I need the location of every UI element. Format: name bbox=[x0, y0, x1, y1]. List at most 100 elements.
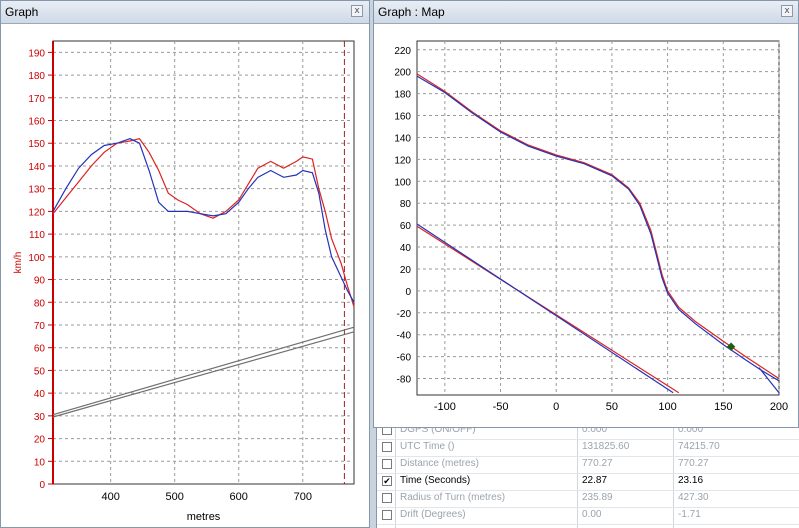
y-tick-label: 0 bbox=[405, 287, 411, 298]
x-tick-label: 200 bbox=[770, 401, 788, 413]
parameter-row[interactable]: DGPS (ON/OFF) 0.000 0.000 bbox=[377, 428, 799, 440]
column-divider bbox=[673, 428, 674, 528]
parameter-value-1: 22.87 bbox=[582, 475, 608, 486]
parameter-row[interactable]: Distance (metres) 770.27 770.27 bbox=[377, 456, 799, 474]
y-tick-label: 180 bbox=[28, 71, 45, 82]
parameter-value-1: 0.00 bbox=[582, 509, 602, 520]
y-tick-label: -60 bbox=[397, 353, 412, 364]
y-tick-label: 60 bbox=[400, 221, 412, 232]
parameter-row[interactable]: UTC Time () 131825.60 74215.70 bbox=[377, 439, 799, 457]
parameter-name: DGPS (ON/OFF) bbox=[400, 428, 476, 435]
y-tick-label: 100 bbox=[28, 253, 45, 264]
y-tick-label: 140 bbox=[28, 162, 45, 173]
parameter-name: Distance (metres) bbox=[400, 458, 479, 469]
y-tick-label: 30 bbox=[34, 412, 46, 423]
close-icon[interactable]: x bbox=[781, 5, 793, 17]
y-tick-label: 220 bbox=[394, 46, 411, 57]
map-chart[interactable]: -100 -50 0 50 100 150 200 220 200 180 160 140 120 100… bbox=[374, 23, 798, 427]
parameter-value-2: -1.71 bbox=[678, 509, 701, 520]
parameter-value-1: 770.27 bbox=[582, 458, 613, 469]
graph-window: Graph x 400 500 600 700 0 10 20 30 40 50 60 70 80 90 1… bbox=[0, 0, 370, 528]
graph-window-titlebar[interactable]: Graph x bbox=[1, 1, 369, 24]
y-tick-label: 150 bbox=[28, 139, 45, 150]
y-tick-label: 120 bbox=[28, 207, 45, 218]
parameter-name: Drift (Degrees) bbox=[400, 509, 466, 520]
x-tick-label: -50 bbox=[493, 401, 509, 413]
plot-area bbox=[416, 40, 780, 396]
y-tick-label: 20 bbox=[400, 265, 412, 276]
track-line-blue-1 bbox=[416, 75, 780, 382]
parameter-name: Time (Seconds) bbox=[400, 475, 471, 486]
close-icon[interactable]: x bbox=[351, 5, 363, 17]
column-divider bbox=[395, 428, 396, 528]
y-tick-label: 80 bbox=[400, 199, 412, 210]
parameter-value-2: 0.000 bbox=[678, 428, 704, 435]
track-line-red-2 bbox=[416, 225, 680, 394]
parameter-value-2: 23.16 bbox=[678, 475, 704, 486]
graph-window-title: Graph bbox=[5, 5, 39, 19]
parameter-checkbox[interactable] bbox=[382, 428, 392, 435]
x-tick-label: 50 bbox=[606, 401, 618, 413]
x-tick-label: 700 bbox=[294, 491, 312, 503]
y-tick-label: 170 bbox=[28, 94, 45, 105]
track-line-blue-4 bbox=[758, 367, 780, 394]
y-tick-label: 160 bbox=[394, 112, 411, 123]
y-tick-label: 100 bbox=[394, 177, 411, 188]
speed-chart[interactable]: 400 500 600 700 0 10 20 30 40 50 60 70 80 90 100 110 120… bbox=[1, 23, 369, 527]
x-tick-label: 100 bbox=[658, 401, 676, 413]
parameter-row[interactable]: ✔ Time (Seconds) 22.87 23.16 bbox=[377, 473, 799, 491]
parameter-value-1: 0.000 bbox=[582, 428, 608, 435]
map-window-title: Graph : Map bbox=[378, 5, 445, 19]
y-tick-label: 40 bbox=[400, 243, 412, 254]
parameter-value-2: 770.27 bbox=[678, 458, 709, 469]
y-tick-label: -20 bbox=[397, 309, 412, 320]
parameter-value-2: 74215.70 bbox=[678, 441, 720, 452]
y-axis-label: km/h bbox=[13, 252, 24, 274]
parameter-value-1: 235.89 bbox=[582, 492, 613, 503]
parameter-checkbox[interactable] bbox=[382, 510, 392, 520]
parameter-checkbox[interactable] bbox=[382, 442, 392, 452]
parameter-row[interactable]: Drift (Degrees) 0.00 -1.71 bbox=[377, 507, 799, 525]
y-tick-label: 180 bbox=[394, 90, 411, 101]
series-line-blue-1 bbox=[52, 138, 355, 303]
y-tick-label: 140 bbox=[394, 133, 411, 144]
parameter-table: DGPS (ON/OFF) 0.000 0.000 UTC Time () 131825… bbox=[376, 428, 799, 528]
y-tick-label: 200 bbox=[394, 68, 411, 79]
y-tick-label: -40 bbox=[397, 331, 412, 342]
y-tick-label: 60 bbox=[34, 344, 46, 355]
parameter-checkbox[interactable] bbox=[382, 493, 392, 503]
x-tick-label: 150 bbox=[714, 401, 732, 413]
track-line-blue-3 bbox=[416, 223, 674, 394]
x-axis-label: metres bbox=[187, 511, 221, 523]
parameter-name: UTC Time () bbox=[400, 441, 455, 452]
y-tick-label: 120 bbox=[394, 155, 411, 166]
parameter-checkbox[interactable] bbox=[382, 459, 392, 469]
y-tick-label: 130 bbox=[28, 185, 45, 196]
y-tick-label: 40 bbox=[34, 389, 46, 400]
parameter-name: Radius of Turn (metres) bbox=[400, 492, 506, 503]
x-tick-label: 400 bbox=[101, 491, 119, 503]
x-tick-label: 500 bbox=[166, 491, 184, 503]
series-line-gray-3 bbox=[52, 326, 355, 416]
y-tick-label: 20 bbox=[34, 435, 46, 446]
x-tick-label: 600 bbox=[230, 491, 248, 503]
series-line-gray-2 bbox=[52, 331, 355, 418]
y-tick-label: 90 bbox=[34, 276, 46, 287]
y-tick-label: 190 bbox=[28, 48, 45, 59]
y-tick-label: 80 bbox=[34, 298, 46, 309]
y-tick-label: 10 bbox=[34, 457, 46, 468]
track-line-red-0 bbox=[416, 73, 780, 380]
column-divider bbox=[577, 428, 578, 528]
x-tick-label: -100 bbox=[434, 401, 456, 413]
y-tick-label: 160 bbox=[28, 117, 45, 128]
parameter-value-2: 427.30 bbox=[678, 492, 709, 503]
map-window: Graph : Map x -100 -50 0 50 100 150 200 220 200 1… bbox=[373, 0, 799, 428]
position-marker[interactable] bbox=[726, 342, 736, 352]
y-tick-label: 70 bbox=[34, 321, 46, 332]
y-tick-label: 110 bbox=[29, 230, 45, 241]
parameter-checkbox[interactable]: ✔ bbox=[382, 476, 392, 486]
map-window-titlebar[interactable]: Graph : Map x bbox=[374, 1, 798, 24]
parameter-value-1: 131825.60 bbox=[582, 441, 630, 452]
y-tick-label: 0 bbox=[39, 480, 45, 491]
parameter-row[interactable]: Radius of Turn (metres) 235.89 427.30 bbox=[377, 490, 799, 508]
